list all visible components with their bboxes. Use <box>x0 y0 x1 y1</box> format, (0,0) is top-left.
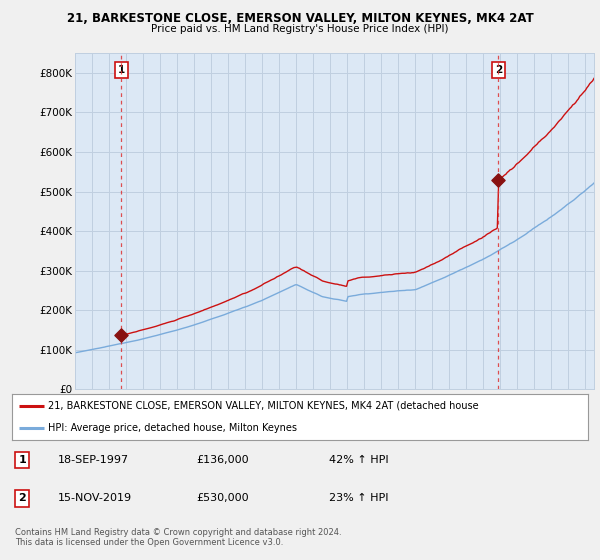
Text: 1: 1 <box>19 455 26 465</box>
Text: 18-SEP-1997: 18-SEP-1997 <box>58 455 129 465</box>
Text: HPI: Average price, detached house, Milton Keynes: HPI: Average price, detached house, Milt… <box>48 423 297 433</box>
Text: Contains HM Land Registry data © Crown copyright and database right 2024.
This d: Contains HM Land Registry data © Crown c… <box>15 528 341 547</box>
Text: 21, BARKESTONE CLOSE, EMERSON VALLEY, MILTON KEYNES, MK4 2AT (detached house: 21, BARKESTONE CLOSE, EMERSON VALLEY, MI… <box>48 400 478 410</box>
Text: 21, BARKESTONE CLOSE, EMERSON VALLEY, MILTON KEYNES, MK4 2AT: 21, BARKESTONE CLOSE, EMERSON VALLEY, MI… <box>67 12 533 25</box>
Point <box>116 331 126 340</box>
Text: 15-NOV-2019: 15-NOV-2019 <box>58 493 132 503</box>
Text: 2: 2 <box>495 65 502 75</box>
Text: £136,000: £136,000 <box>196 455 249 465</box>
Text: 1: 1 <box>118 65 125 75</box>
Point <box>494 175 503 184</box>
Text: 42% ↑ HPI: 42% ↑ HPI <box>329 455 388 465</box>
Text: 23% ↑ HPI: 23% ↑ HPI <box>329 493 388 503</box>
Text: Price paid vs. HM Land Registry's House Price Index (HPI): Price paid vs. HM Land Registry's House … <box>151 24 449 34</box>
Text: 2: 2 <box>19 493 26 503</box>
Text: £530,000: £530,000 <box>196 493 249 503</box>
